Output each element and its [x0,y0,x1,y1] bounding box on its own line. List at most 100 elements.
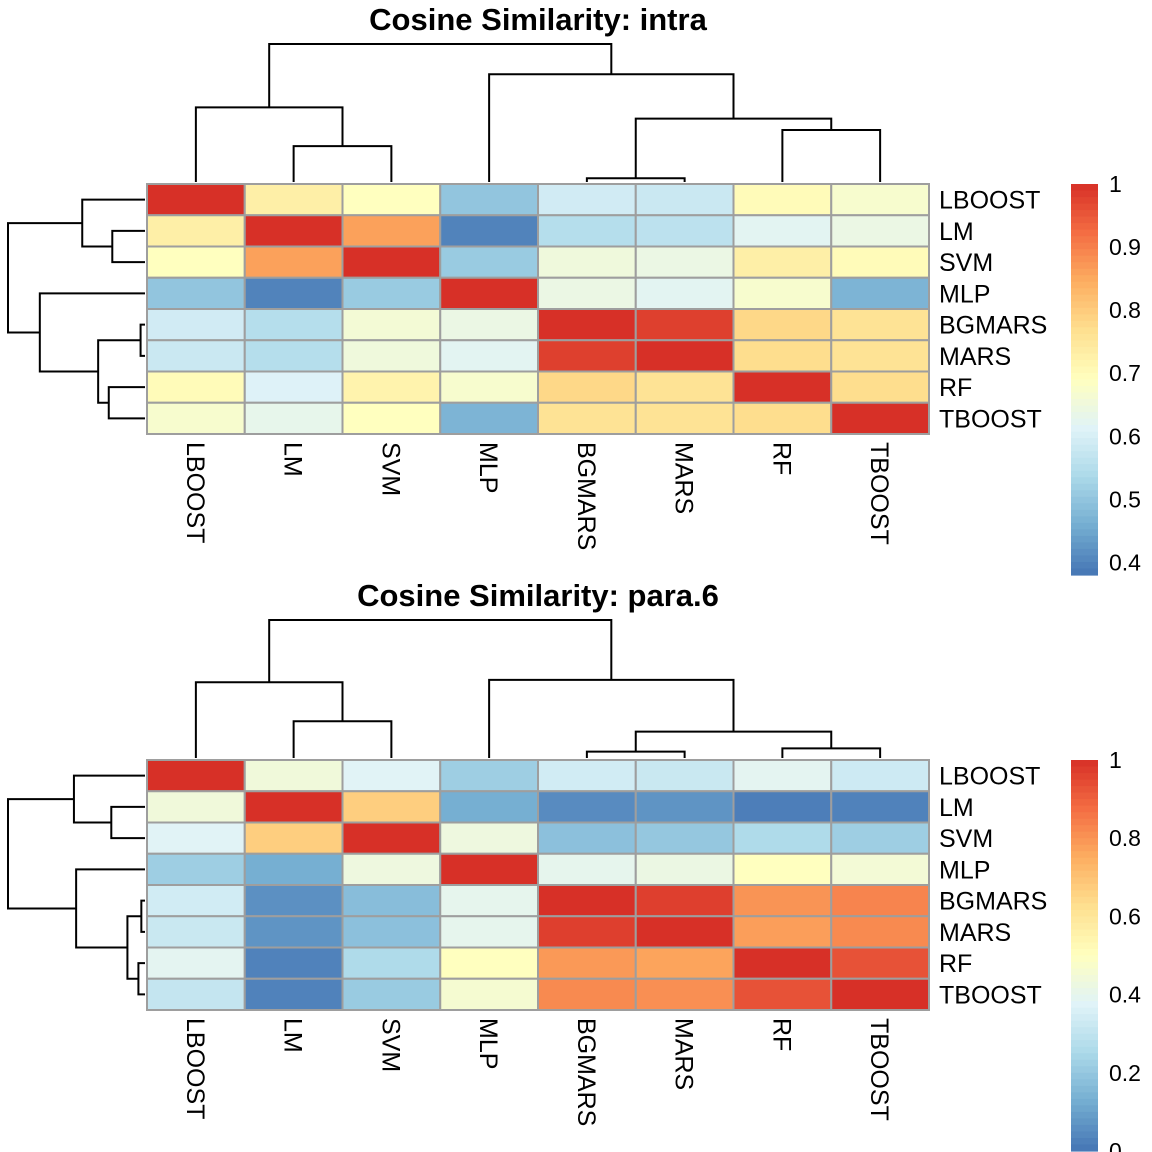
heatmap-cell [830,245,930,279]
legend-color-step [1071,438,1098,446]
column-dendrogram-branch [194,106,344,182]
legend-color-step [1071,203,1098,211]
legend-color-step [1071,1066,1098,1074]
legend-color-step [1071,268,1098,276]
legend-color-step [1071,896,1098,904]
heatmap-cell [439,339,539,373]
heatmap-cell [439,214,539,248]
legend-color-step [1071,262,1098,270]
legend-color-step [1071,470,1098,478]
heatmap-cell [146,790,246,824]
chart-title: Cosine Similarity: para.6 [357,578,719,613]
heatmap-cell [732,821,833,855]
legend-color-step [1071,333,1098,341]
legend-color-step [1071,255,1098,263]
legend-color-step [1071,870,1098,878]
legend-color-step [1071,825,1098,833]
heatmap-cell [634,339,735,373]
row-label: RF [939,374,972,402]
column-dendrogram-branch [268,619,613,683]
row-label: MLP [939,280,990,308]
column-label: LM [279,442,307,477]
legend-color-step [1071,877,1098,885]
heatmap-cell [146,946,246,980]
legend-tick-label: 0.6 [1109,423,1141,449]
legend-color-step [1071,496,1098,504]
row-dendrogram-branch [38,292,145,373]
legend-color-step [1071,346,1098,355]
row-label: MARS [939,919,1011,947]
column-label: MARS [670,442,698,514]
heatmap-cell [634,759,735,793]
heatmap-cell [341,946,442,980]
heatmap-cell [537,183,637,217]
heatmap-cell [537,759,637,793]
legend-color-step [1071,955,1098,963]
heatmap-cell [341,183,442,217]
heatmap-cell [537,245,637,279]
column-dendrogram-branch [781,129,882,182]
heatmap-cell [439,852,539,886]
legend-color-step [1071,386,1098,394]
heatmap-cell [243,759,344,793]
heatmap-cell [439,401,539,435]
legend-color-step [1071,483,1098,491]
legend-color-step [1071,320,1098,328]
legend-color-step [1071,229,1098,237]
row-label: SVM [939,825,993,853]
heatmap-cell [634,245,735,279]
legend-color-step [1071,981,1098,989]
legend-tick-label: 1 [1109,747,1122,773]
legend-color-step [1071,1072,1098,1080]
heatmap-cell [341,759,442,793]
legend-color-step [1071,548,1098,557]
legend-color-step [1071,1007,1098,1015]
heatmap-cell [146,401,246,435]
legend-color-step [1071,1137,1098,1146]
legend-color-step [1071,1085,1098,1093]
heatmap-cell [146,884,246,918]
heatmap-cell [732,977,833,1011]
column-dendrogram-branch [634,117,833,179]
legend-color-step [1071,1124,1098,1133]
legend-color-step [1071,968,1098,976]
legend-tick-label: 0.5 [1109,486,1141,512]
heatmap-cell [732,852,833,886]
legend-color-step [1071,779,1098,787]
row-label: TBOOST [939,405,1042,433]
heatmap-cell [146,183,246,217]
legend-tick-label: 1 [1109,171,1122,197]
row-label: BGMARS [939,312,1047,340]
column-label: BGMARS [572,442,600,550]
heatmap-cell [830,977,930,1011]
legend-color-step [1071,1131,1098,1139]
legend-color-step [1071,1027,1098,1035]
legend-color-step [1071,431,1098,439]
legend-color-step [1071,457,1098,465]
legend-color-step [1071,242,1098,250]
heatmap-cell [439,884,539,918]
heatmap-cell [341,790,442,824]
legend-color-step [1071,503,1098,511]
legend-color-step [1071,890,1098,898]
heatmap-cell [341,821,442,855]
heatmap-cell [830,339,930,373]
legend-color-step [1071,223,1098,231]
legend-color-step [1071,988,1098,996]
heatmap-cell [243,821,344,855]
legend-color-step [1071,509,1098,517]
legend-color-step [1071,281,1098,289]
legend-color-step [1071,372,1098,381]
legend-color-step [1071,477,1098,485]
heatmap-cell [537,339,637,373]
heatmap-cell [732,915,833,949]
heatmap-cell [243,977,344,1011]
heatmap-cell [439,308,539,342]
legend-color-step [1071,542,1098,550]
row-dendrogram-branch [140,899,145,933]
row-label: SVM [939,249,993,277]
legend-color-step [1071,903,1098,911]
heatmap-cell [537,308,637,342]
legend-color-step [1071,851,1098,859]
heatmap-cell [830,308,930,342]
